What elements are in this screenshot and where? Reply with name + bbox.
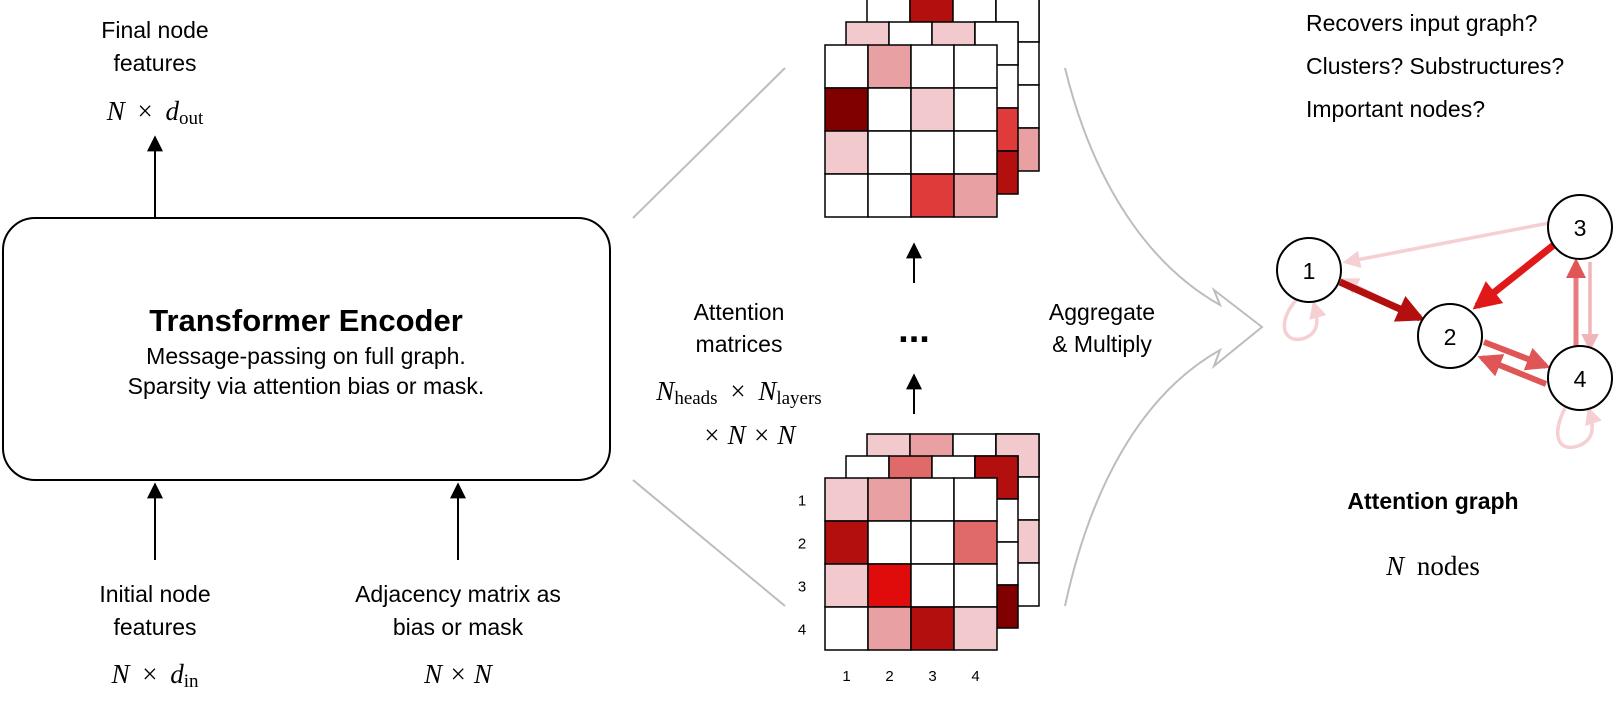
question-2: Clusters? Substructures?	[1306, 53, 1564, 79]
attention-section: Attention matrices Nheads × Nlayers × N …	[655, 0, 1040, 685]
matrix-cell-r2-c1	[824, 87, 869, 132]
adjacency-dimension: N × N	[423, 659, 494, 689]
encoder-subtitle-line-2: Sparsity via attention bias or mask.	[128, 373, 485, 399]
svg-text:2: 2	[1444, 324, 1457, 350]
matrix-cell-r1-c3	[910, 44, 955, 89]
fan-line-bottom	[632, 479, 786, 607]
matrix-column-labels: 1 2 3 4	[842, 668, 979, 685]
transformer-encoder-box	[2, 217, 611, 481]
matrix-cell-r4-c3	[910, 606, 955, 651]
matrix-cell-r4-c3	[910, 173, 955, 218]
row-label-4: 4	[798, 622, 806, 639]
matrix-cell-r1-c2	[867, 44, 912, 89]
attention-matrix-bottom-stack	[824, 433, 1040, 651]
attention-dimension-line-1: Nheads × Nlayers	[655, 376, 821, 410]
matrix-cell-r2-c3	[910, 520, 955, 565]
edge-3-to-2	[1472, 241, 1558, 310]
adjacency-label-2: bias or mask	[393, 614, 524, 640]
matrix-cell-r1-c3	[910, 477, 955, 522]
svg-text:4: 4	[1574, 366, 1587, 392]
aggregate-label-2: & Multiply	[1052, 331, 1152, 357]
self-loop-1	[1282, 298, 1327, 342]
matrix-row-labels: 1 2 3 4	[798, 493, 806, 639]
edge-1-to-2	[1338, 278, 1426, 322]
initial-features-label-1: Initial node	[99, 581, 210, 607]
question-1: Recovers input graph?	[1306, 10, 1537, 36]
matrix-cell-r3-c2	[867, 130, 912, 175]
attention-label-2: matrices	[696, 331, 783, 357]
ellipsis: ...	[898, 309, 930, 351]
top-matrix-front	[824, 44, 998, 218]
matrix-cell-r3-c2	[867, 563, 912, 608]
matrix-cell-r3-c3	[910, 563, 955, 608]
fan-line-top	[632, 67, 786, 219]
initial-features-dimension: N × din	[110, 659, 199, 692]
matrix-cell-r4-c1	[824, 173, 869, 218]
questions-list: Recovers input graph? Clusters? Substruc…	[1306, 10, 1564, 122]
edge-4-to-2	[1477, 354, 1548, 387]
row-label-2: 2	[798, 536, 806, 553]
attention-graph: 1 2 3 4 Attention graph N nodes	[1276, 194, 1613, 581]
column-label-1: 1	[842, 668, 850, 685]
attention-matrix-top-stack	[824, 0, 1040, 218]
encoder-subtitle-line-1: Message-passing on full graph.	[146, 343, 466, 369]
matrix-cell-r3-c1	[824, 130, 869, 175]
column-label-3: 3	[928, 668, 936, 685]
matrix-cell-r3-c3	[910, 130, 955, 175]
matrix-cell-r1-c4	[953, 44, 998, 89]
fan-lines	[632, 67, 786, 607]
edge-3-to-1	[1342, 221, 1550, 268]
graph-node-4: 4	[1547, 345, 1613, 411]
matrix-cell-r3-c1	[824, 563, 869, 608]
matrix-cell-r1-c1	[824, 477, 869, 522]
row-label-3: 3	[798, 579, 806, 596]
graph-node-3: 3	[1547, 194, 1613, 260]
final-features-label-1: Final node	[101, 17, 208, 43]
matrix-cell-r1-c2	[867, 477, 912, 522]
svg-text:1: 1	[1303, 258, 1316, 284]
row-label-1: 1	[798, 493, 806, 510]
matrix-cell-r2-c2	[867, 87, 912, 132]
self-loop-4	[1555, 406, 1602, 450]
matrix-cell-r2-c2	[867, 520, 912, 565]
encoder-title: Transformer Encoder	[149, 303, 463, 338]
attention-graph-title: Attention graph	[1347, 488, 1518, 514]
attention-label-1: Attention	[694, 299, 785, 325]
matrix-cell-r2-c4	[953, 87, 998, 132]
svg-text:3: 3	[1574, 215, 1587, 241]
matrix-cell-r2-c4	[953, 520, 998, 565]
matrix-cell-r3-c4	[953, 563, 998, 608]
question-3: Important nodes?	[1306, 96, 1485, 122]
matrix-cell-r2-c3	[910, 87, 955, 132]
edge-2-to-4	[1482, 339, 1551, 371]
column-label-2: 2	[885, 668, 893, 685]
matrix-cell-r1-c1	[824, 44, 869, 89]
encoder-section: Transformer Encoder Message-passing on f…	[2, 17, 611, 692]
attention-graph-caption: N nodes	[1385, 551, 1480, 581]
matrix-cell-r4-c2	[867, 173, 912, 218]
matrix-cell-r4-c4	[953, 606, 998, 651]
matrix-cell-r2-c1	[824, 520, 869, 565]
final-features-dimension: N × dout	[106, 96, 204, 129]
adjacency-label-1: Adjacency matrix as	[355, 581, 561, 607]
matrix-cell-r3-c4	[953, 130, 998, 175]
bottom-matrix-front	[824, 477, 998, 651]
matrix-cell-r1-c4	[953, 477, 998, 522]
matrix-cell-r4-c1	[824, 606, 869, 651]
graph-node-1: 1	[1276, 237, 1342, 303]
initial-features-label-2: features	[113, 614, 196, 640]
aggregate-funnel	[1064, 67, 1264, 607]
final-features-label-2: features	[113, 50, 196, 76]
graph-node-2: 2	[1417, 303, 1483, 369]
column-label-4: 4	[971, 668, 979, 685]
matrix-cell-r4-c2	[867, 606, 912, 651]
matrix-cell-r4-c4	[953, 173, 998, 218]
aggregate-section: Aggregate & Multiply	[1049, 67, 1264, 607]
attention-dimension-line-2: × N × N	[703, 420, 798, 450]
aggregate-label-1: Aggregate	[1049, 299, 1155, 325]
